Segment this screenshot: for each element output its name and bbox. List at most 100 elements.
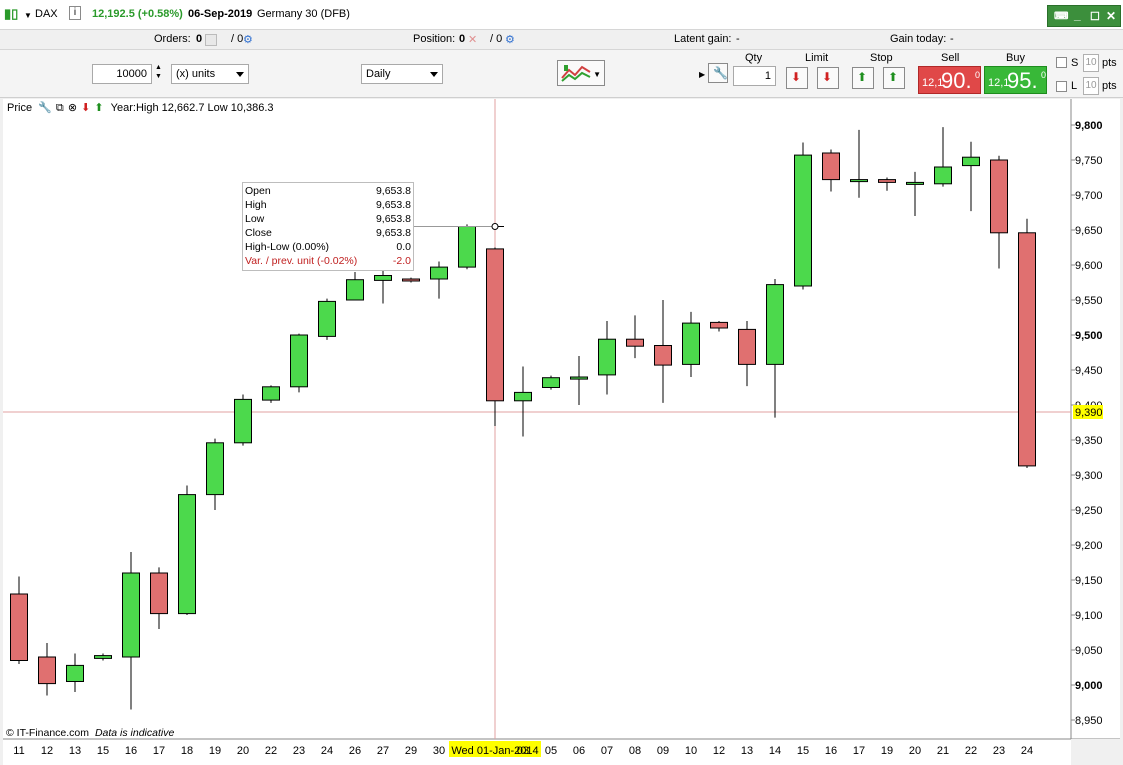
- x-tick-label: 13: [69, 745, 81, 757]
- arrow-up-icon: ⬆: [857, 70, 868, 84]
- y-tick-label: 9,450: [1075, 365, 1103, 377]
- x-tick-label: 18: [181, 745, 193, 757]
- limit-buy-button[interactable]: ⬇: [817, 67, 839, 89]
- orders-bar: Orders: 0 / 0 ⚙ Position: 0 ✕ / 0 ⚙ Late…: [0, 30, 1123, 50]
- qty-label: Qty: [745, 52, 763, 64]
- title-bar: ▮▯ ▼ DAX i 12,192.5 (+0.58%) 06-Sep-2019…: [0, 0, 1123, 30]
- candle-body: [38, 656, 56, 685]
- symbol-dropdown-icon[interactable]: ▼: [24, 11, 32, 20]
- x-tick-label: 07: [601, 745, 613, 757]
- x-tick-label: 16: [125, 745, 137, 757]
- period-select[interactable]: Daily: [361, 64, 443, 84]
- x-tick-label: 11: [13, 745, 24, 757]
- x-tick-label: 29: [405, 745, 417, 757]
- x-tick-label: 22: [965, 745, 977, 757]
- x-tick-label: 03: [517, 745, 529, 757]
- orders-clear-icon[interactable]: [205, 34, 217, 46]
- position-settings-icon[interactable]: ⚙: [505, 34, 515, 46]
- candle-body: [122, 572, 140, 658]
- sell-price-main: 90.: [941, 68, 972, 93]
- close-icon[interactable]: ✕: [1106, 9, 1117, 23]
- arrow-up-icon[interactable]: ⬆: [94, 102, 104, 114]
- x-tick-label: 15: [797, 745, 809, 757]
- qty-input[interactable]: 1: [733, 66, 776, 86]
- crosshair-date-box: [449, 741, 541, 757]
- crosshair-date-label: Wed 01-Jan-2014: [451, 745, 538, 757]
- x-tick-label: 26: [349, 745, 361, 757]
- maximize-icon[interactable]: ☐: [1090, 11, 1100, 23]
- x-tick-label: 06: [573, 745, 585, 757]
- units-value: (x) units: [176, 68, 216, 80]
- ohlc-tooltip: Open 9,653.8 High 9,653.8 Low 9,653.8 Close…: [242, 182, 414, 271]
- close-chart-icon[interactable]: ⊗: [67, 102, 78, 114]
- position-close-icon[interactable]: ✕: [468, 34, 478, 46]
- tooltip-low-row: Low 9,653.8: [245, 213, 411, 227]
- instrument-name: Germany 30 (DFB): [257, 8, 350, 20]
- candle-body: [822, 152, 840, 181]
- tooltip-close-row: Close 9,653.8: [245, 227, 411, 241]
- last-price: 12,192.5 (+0.58%): [92, 8, 183, 20]
- units-select[interactable]: (x) units: [171, 64, 249, 84]
- tooltip-value: 9,653.8: [375, 185, 411, 197]
- price-chart[interactable]: 9,800 9,750 9,700 9,650 9,600 9,550 9,500 9,450…: [3, 99, 1120, 765]
- stop-buy-button[interactable]: ⬆: [852, 67, 874, 89]
- orders-settings-icon[interactable]: ⚙: [243, 34, 253, 46]
- limit-pts-input[interactable]: 10: [1083, 77, 1099, 95]
- wrench-button[interactable]: 🔧: [708, 63, 728, 83]
- x-tick-label: 13: [741, 745, 753, 757]
- expand-arrow-icon[interactable]: ▶: [699, 70, 706, 79]
- chart-area[interactable]: 9,800 9,750 9,700 9,650 9,600 9,550 9,500 9,450…: [3, 99, 1120, 765]
- info-icon[interactable]: i: [69, 6, 81, 20]
- indicators-icon: [561, 65, 591, 82]
- candlestick-icon[interactable]: ▮▯: [4, 6, 19, 21]
- wrench-icon[interactable]: 🔧: [38, 102, 52, 114]
- quantity-input[interactable]: 10000: [92, 64, 152, 84]
- minimize-icon[interactable]: _: [1074, 8, 1081, 22]
- buy-label: Buy: [1006, 52, 1025, 64]
- symbol-name[interactable]: DAX: [35, 8, 58, 20]
- buy-price-decimal: 0: [1041, 70, 1047, 80]
- price-label: Price: [7, 102, 33, 114]
- candle-body: [178, 494, 196, 615]
- x-tick-label: 17: [853, 745, 865, 757]
- chevron-down-icon: ▼: [593, 70, 601, 79]
- position-value: 0: [459, 33, 466, 45]
- limit-label: Limit: [805, 52, 829, 64]
- x-tick-label: 16: [825, 745, 837, 757]
- limit-sell-button[interactable]: ⬇: [786, 67, 808, 89]
- tooltip-value: 9,653.8: [375, 199, 411, 211]
- stop-sell-button[interactable]: ⬆: [883, 67, 905, 89]
- gain-today-label: Gain today:: [890, 33, 947, 45]
- tooltip-label: Open: [245, 185, 271, 197]
- limit-checkbox[interactable]: [1056, 81, 1067, 92]
- y-tick-label: 9,150: [1075, 575, 1103, 587]
- indicators-button[interactable]: ▼: [557, 60, 605, 86]
- buy-button[interactable]: 12,1 95. 0: [984, 66, 1047, 94]
- tooltip-value: -2.0: [392, 255, 411, 267]
- candle-body: [850, 179, 868, 183]
- arrow-down-icon: ⬇: [791, 70, 802, 84]
- y-tick-label: 9,300: [1075, 470, 1103, 482]
- y-tick-label: 9,500: [1075, 330, 1103, 342]
- year-range: Year:High 12,662.7 Low 10,386.3: [110, 102, 274, 114]
- limit-checkbox-label: L: [1071, 80, 1078, 92]
- keyboard-icon[interactable]: ⌨: [1054, 11, 1069, 22]
- sell-button[interactable]: 12,1 90. 0: [918, 66, 981, 94]
- candle-body: [374, 275, 392, 281]
- x-tick-label: 22: [265, 745, 277, 757]
- tooltip-label: High: [245, 199, 267, 211]
- candle-body: [738, 328, 756, 365]
- arrow-down-icon[interactable]: ⬇: [81, 102, 91, 114]
- stop-pts-input[interactable]: 10: [1083, 54, 1099, 72]
- x-tick-label: 12: [41, 745, 53, 757]
- candle-body: [710, 321, 728, 329]
- x-tick-label: 19: [209, 745, 221, 757]
- stop-checkbox[interactable]: [1056, 57, 1067, 68]
- sell-label: Sell: [941, 52, 960, 64]
- windows-icon[interactable]: ⧉: [55, 102, 64, 114]
- candle-body: [290, 334, 308, 388]
- y-tick-label: 9,800: [1075, 120, 1103, 132]
- candle-body: [766, 284, 784, 365]
- candle-body: [430, 266, 448, 280]
- quantity-stepper-icon[interactable]: ▲ ▼: [155, 64, 162, 80]
